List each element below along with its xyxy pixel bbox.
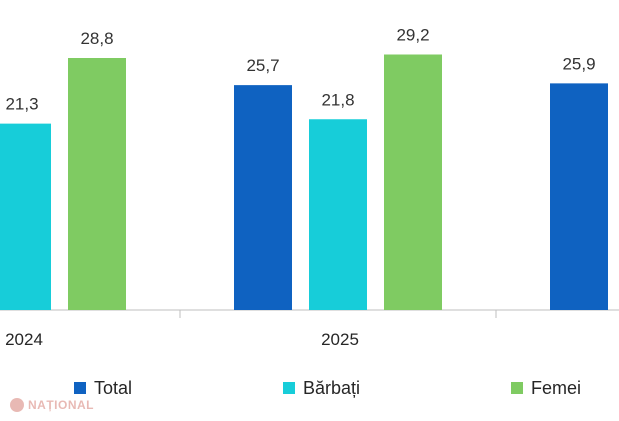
bar-chart: 21,3 28,8 2024 25,7 21,8 29,2 2025 25,9: [0, 26, 619, 349]
data-label-total-next: 25,9: [562, 54, 595, 73]
x-tick-label-2024: 2024: [5, 330, 43, 349]
bar-total-2025: [234, 85, 292, 310]
x-tick-label-2025: 2025: [321, 330, 359, 349]
legend-label-total: Total: [94, 377, 133, 398]
bar-barbati-2024: [0, 123, 51, 310]
legend-item-barbati: Bărbați: [283, 374, 360, 402]
legend-label-femei: Femei: [531, 377, 582, 398]
watermark-text: NAȚIONAL: [28, 398, 94, 412]
legend-swatch-barbati: [283, 382, 295, 394]
legend-swatch-total: [74, 382, 86, 394]
legend-label-barbati: Bărbați: [303, 377, 361, 398]
bar-femei-2024: [68, 58, 126, 310]
data-label-barbati-2024: 21,3: [5, 95, 38, 114]
data-label-femei-2025: 29,2: [396, 26, 429, 45]
bar-femei-2025: [384, 54, 442, 310]
legend-item-femei: Femei: [511, 374, 581, 402]
legend-item-total: Total: [74, 374, 132, 402]
bar-total-next: [550, 83, 608, 310]
data-label-barbati-2025: 21,8: [321, 90, 354, 109]
data-label-femei-2024: 28,8: [80, 29, 113, 48]
chart-legend: Total Bărbați Femei: [0, 374, 619, 402]
watermark-logo-icon: [10, 398, 24, 412]
legend-swatch-femei: [511, 382, 523, 394]
data-label-total-2025: 25,7: [246, 56, 279, 75]
bar-barbati-2025: [309, 119, 367, 310]
watermark-logo: NAȚIONAL: [10, 398, 94, 412]
